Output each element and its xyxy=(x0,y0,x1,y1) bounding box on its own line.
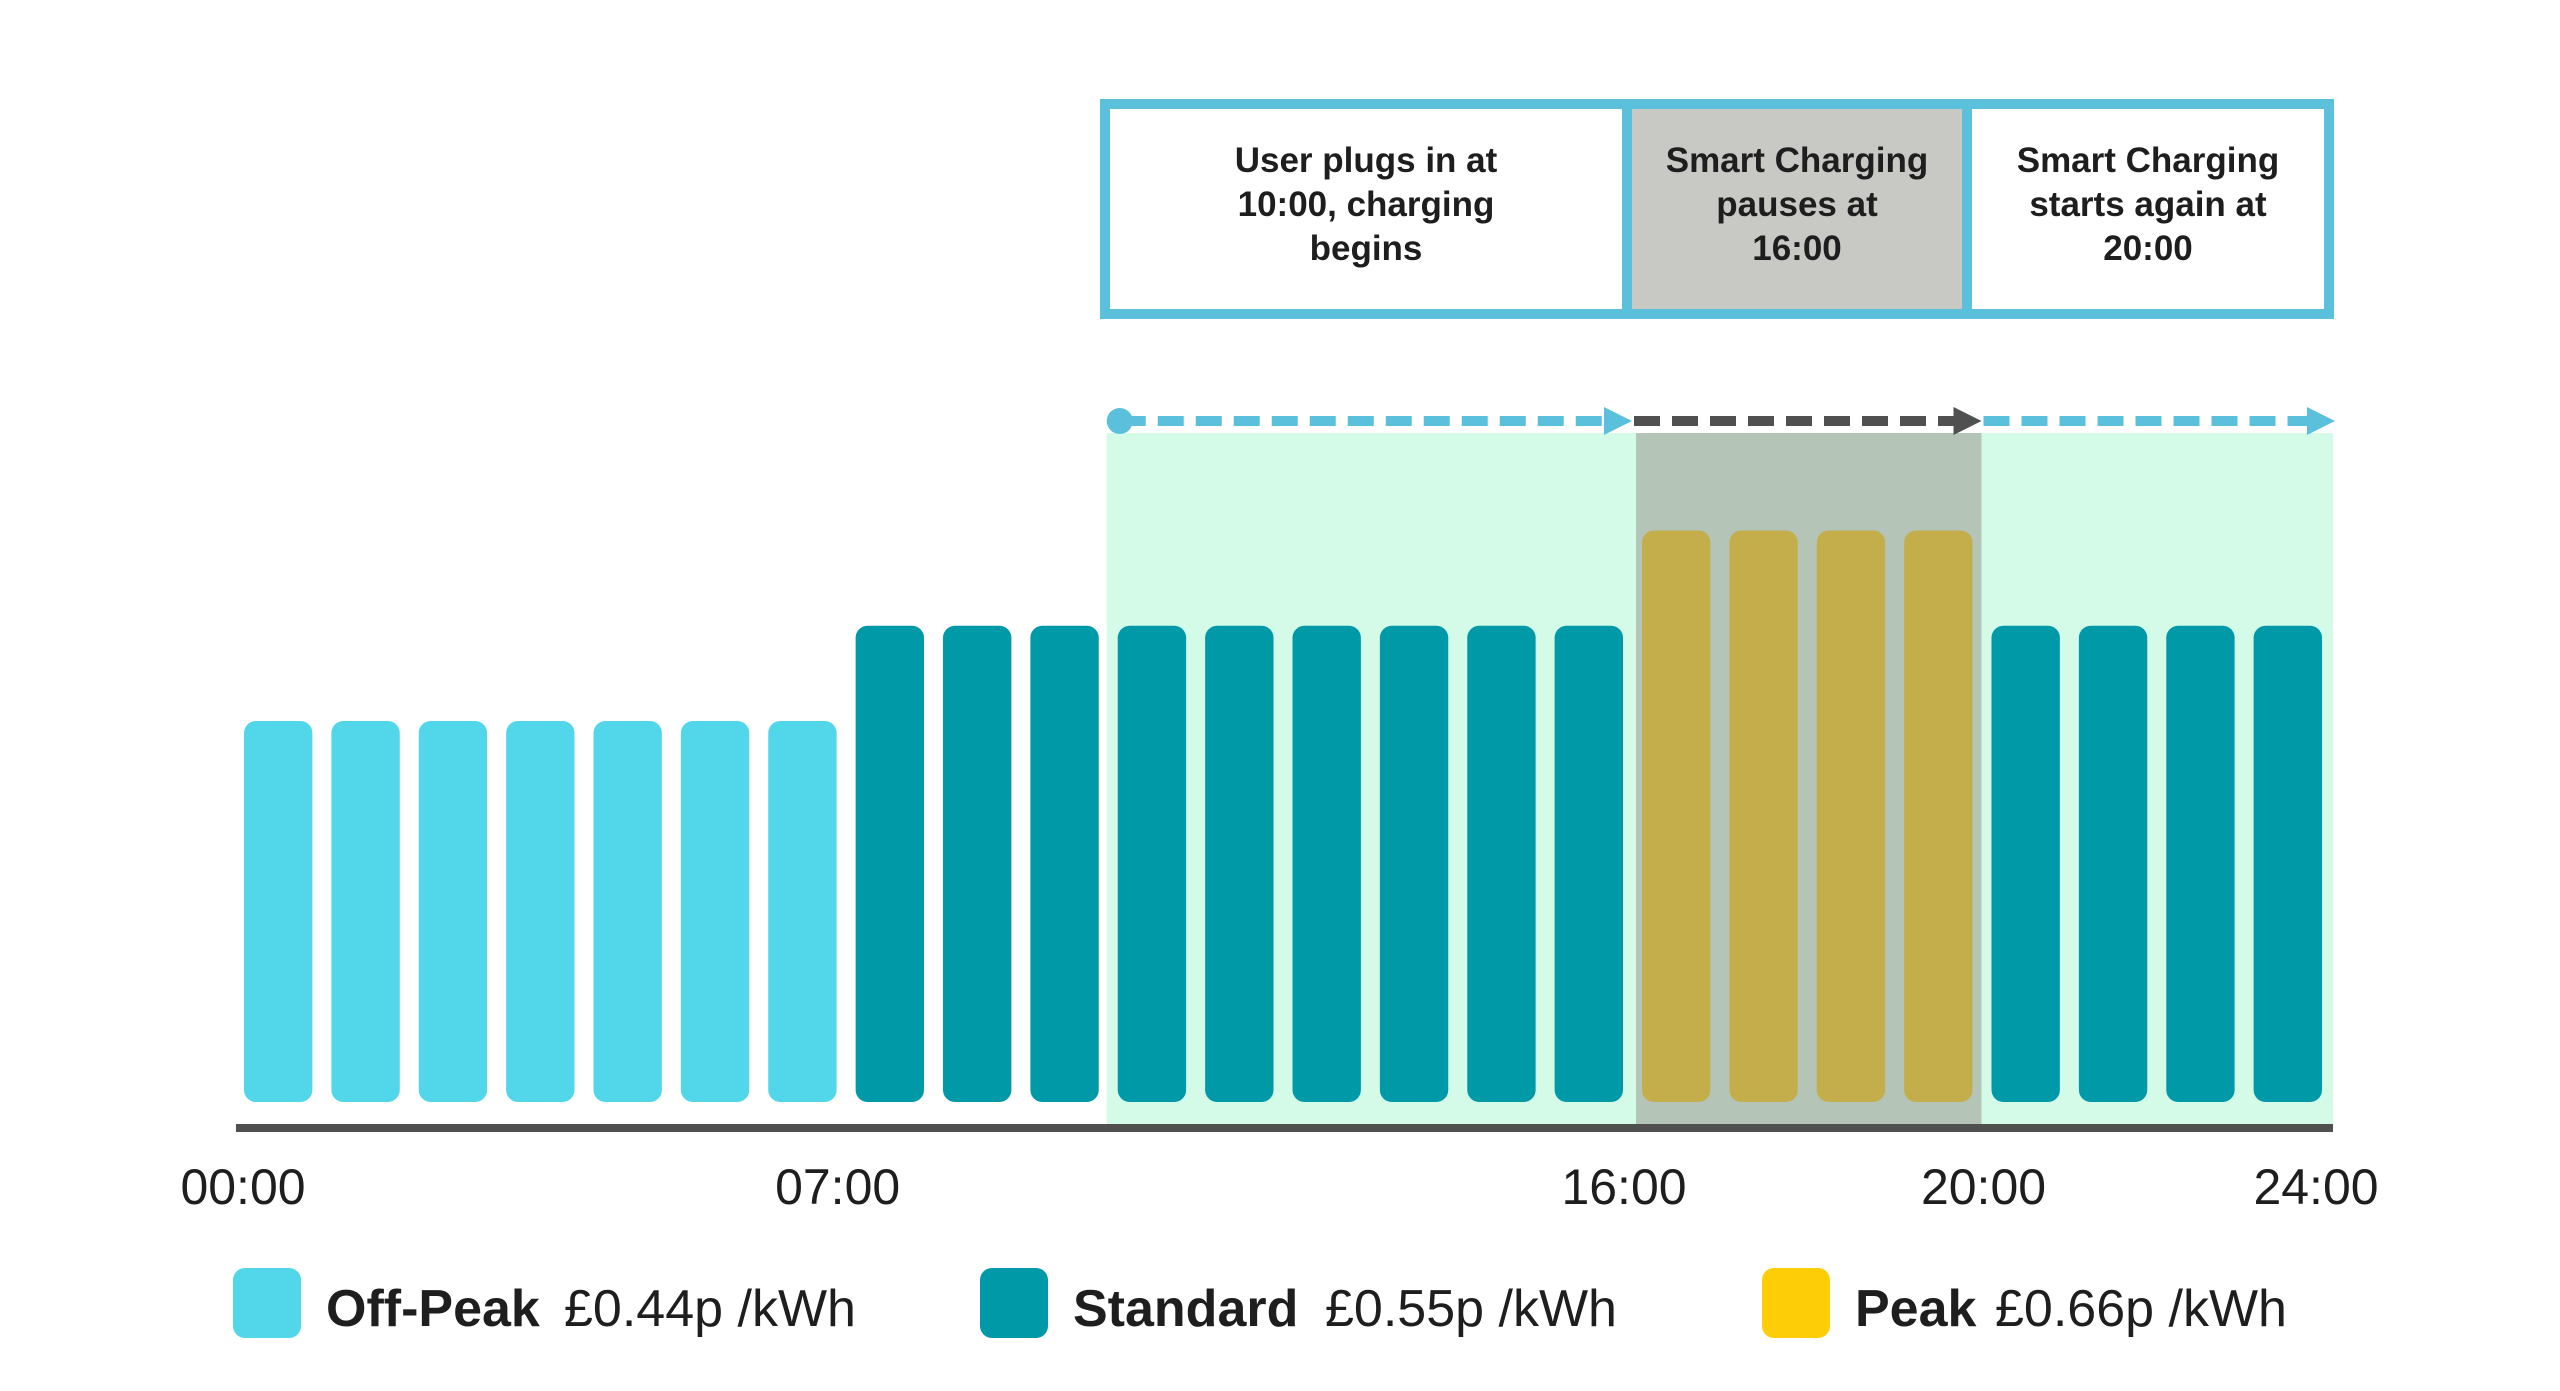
arrowhead-icon xyxy=(1953,407,1982,435)
legend-item-off-peak: Off-Peak £0.44p /kWh xyxy=(233,1268,856,1338)
bar-hour-8 xyxy=(943,625,1012,1102)
bar-hour-9 xyxy=(1030,625,1099,1102)
bar-hour-21 xyxy=(2078,625,2148,1102)
x-tick-label: 24:00 xyxy=(2253,1159,2378,1215)
x-tick-label: 16:00 xyxy=(1561,1159,1686,1215)
annotation-box-1 xyxy=(1632,109,1962,309)
arrowhead-icon xyxy=(2307,407,2335,435)
legend-price: £0.44p /kWh xyxy=(564,1280,856,1338)
bar-hour-14 xyxy=(1467,625,1536,1102)
bar-hour-5 xyxy=(680,720,750,1102)
legend-item-standard: Standard £0.55p /kWh xyxy=(980,1268,1617,1338)
bar-hour-23 xyxy=(2253,625,2322,1102)
bar-hour-4 xyxy=(593,720,662,1102)
legend-name: Peak xyxy=(1855,1280,1977,1338)
annotation-text: User plugs in at xyxy=(1235,141,1498,180)
bar-hour-6 xyxy=(768,720,837,1102)
bar-hour-1 xyxy=(331,720,400,1102)
bar-hour-11 xyxy=(1205,625,1274,1102)
annotation-box-2 xyxy=(1972,109,2324,309)
bar-hour-12 xyxy=(1292,625,1361,1102)
bar-hour-3 xyxy=(506,720,575,1102)
legend-swatch xyxy=(1762,1268,1830,1338)
annotation-text: 16:00 xyxy=(1752,229,1842,268)
legend-item-peak: Peak £0.66p /kWh xyxy=(1762,1268,2287,1338)
x-tick-label: 20:00 xyxy=(1921,1159,2046,1215)
annotation-text: pauses at xyxy=(1716,185,1878,224)
legend-swatch xyxy=(980,1268,1048,1338)
bar-hour-22 xyxy=(2166,625,2235,1102)
legend-swatch xyxy=(233,1268,301,1338)
annotation-text: 20:00 xyxy=(2103,229,2193,268)
annotation-text: 10:00, charging xyxy=(1238,185,1495,224)
bar-hour-16 xyxy=(1642,530,1711,1102)
bar-hour-17 xyxy=(1729,530,1798,1102)
bar-hour-10 xyxy=(1117,625,1187,1102)
annotation-text: Smart Charging xyxy=(1666,141,1929,180)
x-tick-label: 07:00 xyxy=(775,1159,900,1215)
annotation-text: starts again at xyxy=(2029,185,2267,224)
x-axis-line xyxy=(236,1124,2333,1132)
legend-name: Standard xyxy=(1073,1280,1298,1338)
start-dot-icon xyxy=(1106,408,1133,434)
annotation-box-0 xyxy=(1110,109,1622,309)
arrowhead-icon xyxy=(1604,407,1632,435)
bar-hour-19 xyxy=(1904,530,1973,1102)
legend-name: Off-Peak xyxy=(326,1280,540,1338)
bar-hour-13 xyxy=(1379,625,1449,1102)
bar-hour-2 xyxy=(418,720,488,1102)
legend-price: £0.55p /kWh xyxy=(1325,1280,1617,1338)
bar-hour-20 xyxy=(1991,625,2060,1102)
bar-hour-7 xyxy=(855,625,924,1102)
legend-price: £0.66p /kWh xyxy=(1995,1280,2287,1338)
bar-hour-0 xyxy=(244,720,313,1102)
annotation-text: begins xyxy=(1310,229,1423,268)
annotation-text: Smart Charging xyxy=(2017,141,2280,180)
bar-hour-18 xyxy=(1816,530,1886,1102)
x-tick-label: 00:00 xyxy=(180,1159,305,1215)
bar-hour-15 xyxy=(1554,625,1623,1102)
